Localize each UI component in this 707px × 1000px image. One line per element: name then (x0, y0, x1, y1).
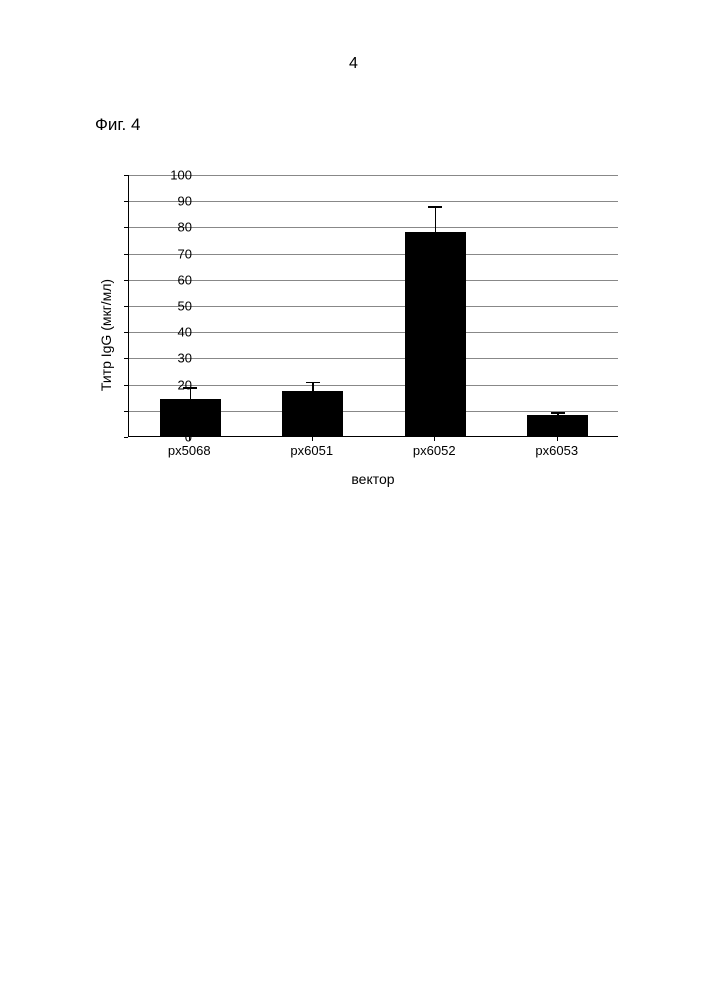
y-axis-label: Титр IgG (мкг/мл) (98, 279, 114, 391)
y-tick (124, 201, 128, 202)
y-tick-label: 80 (164, 220, 192, 235)
y-tick (124, 254, 128, 255)
y-tick (124, 437, 128, 438)
y-tick (124, 280, 128, 281)
figure-label: Фиг. 4 (95, 115, 140, 135)
gridline (129, 201, 618, 202)
x-tick (434, 437, 435, 441)
y-tick (124, 385, 128, 386)
y-tick-label: 50 (164, 299, 192, 314)
y-tick (124, 227, 128, 228)
gridline (129, 332, 618, 333)
gridline (129, 175, 618, 176)
error-bar-cap (306, 382, 320, 384)
error-bar-cap (551, 412, 565, 414)
plot-area (128, 175, 618, 437)
gridline (129, 254, 618, 255)
x-tick-label: px6053 (535, 443, 578, 458)
y-tick-label: 100 (164, 168, 192, 183)
y-tick-label: 60 (164, 272, 192, 287)
y-tick (124, 411, 128, 412)
bar (282, 391, 343, 436)
bar-chart: Титр IgG (мкг/мл) вектор 010203040506070… (80, 175, 640, 495)
y-tick (124, 175, 128, 176)
x-tick-label: px6051 (290, 443, 333, 458)
gridline (129, 385, 618, 386)
y-tick-label: 70 (164, 246, 192, 261)
x-tick-label: px6052 (413, 443, 456, 458)
x-tick (557, 437, 558, 441)
gridline (129, 306, 618, 307)
x-axis-label: вектор (351, 471, 394, 487)
x-tick (312, 437, 313, 441)
y-tick-label: 30 (164, 351, 192, 366)
y-tick (124, 358, 128, 359)
bar (405, 232, 466, 436)
gridline (129, 227, 618, 228)
error-bar (312, 382, 314, 392)
x-tick-label: px5068 (168, 443, 211, 458)
y-tick (124, 332, 128, 333)
gridline (129, 280, 618, 281)
page-number: 4 (349, 55, 358, 73)
bar (527, 415, 588, 436)
y-tick-label: 90 (164, 194, 192, 209)
gridline (129, 358, 618, 359)
y-tick-label: 20 (164, 377, 192, 392)
y-tick-label: 10 (164, 403, 192, 418)
error-bar-cap (428, 206, 442, 208)
y-tick-label: 40 (164, 325, 192, 340)
error-bar (435, 206, 437, 232)
y-tick (124, 306, 128, 307)
x-tick (189, 437, 190, 441)
